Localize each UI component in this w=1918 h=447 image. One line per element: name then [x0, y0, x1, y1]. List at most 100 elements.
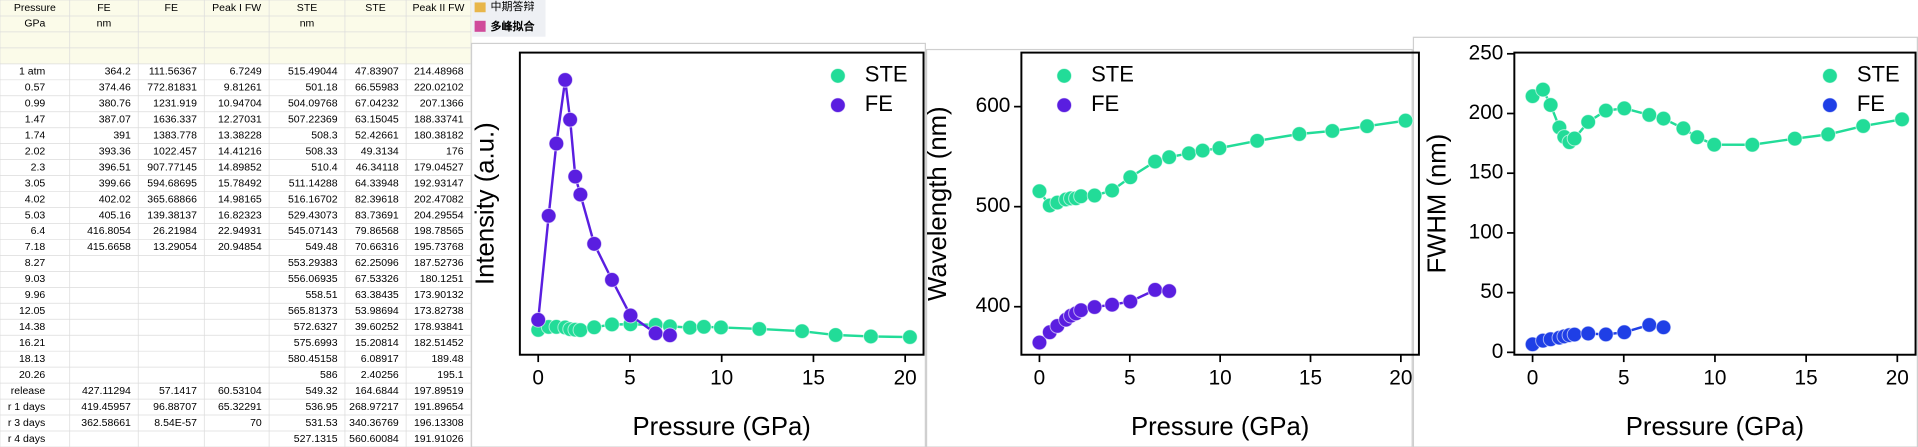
data-cell: 176: [446, 145, 464, 157]
data-cell: 60.53104: [218, 385, 262, 397]
data-cell: 772.81831: [147, 82, 197, 94]
data-cell: 195.1: [437, 369, 463, 381]
data-cell: 22.94931: [218, 225, 262, 237]
marker: [863, 328, 879, 345]
data-cell: 387.07: [99, 114, 131, 126]
data-cell: r 1 days: [8, 401, 45, 413]
marker: [1616, 324, 1633, 341]
data-cell: 15.78492: [218, 177, 262, 189]
y-axis-label: Intensity (a.u.): [472, 122, 500, 285]
marker: [1580, 114, 1597, 130]
marker: [572, 186, 589, 203]
marker: [572, 322, 589, 338]
marker: [1542, 97, 1559, 113]
data-cell: 16.82323: [218, 209, 262, 221]
menu-item[interactable]: 多峰拟合: [491, 19, 536, 33]
x-tick-label: 15: [802, 367, 825, 390]
marker: [1324, 123, 1341, 139]
header-cell: GPa: [24, 18, 45, 30]
data-cell: 365.68866: [147, 193, 197, 205]
marker: [1194, 142, 1211, 159]
x-tick-label: 5: [1618, 367, 1630, 390]
data-cell: 393.36: [99, 145, 131, 157]
legend-marker: [1056, 68, 1073, 84]
data-cell: 510.4: [311, 161, 337, 173]
marker: [1397, 112, 1414, 129]
marker: [1598, 326, 1614, 343]
data-cell: 14.98165: [218, 193, 262, 205]
data-cell: 65.32291: [218, 401, 262, 413]
marker: [1359, 118, 1375, 135]
y-tick-label: 250: [1469, 41, 1504, 64]
data-cell: 191.89654: [414, 401, 464, 413]
data-cell: 572.6327: [294, 321, 338, 333]
marker: [540, 207, 557, 224]
legend-marker: [830, 97, 846, 114]
chart: 0 5 10 15 20 400 500 600 Pressure (GPa) Wavelengt…: [924, 51, 1420, 441]
marker: [1073, 302, 1089, 319]
marker: [557, 72, 574, 88]
graph-window: [470, 42, 926, 447]
data-cell: r 4 days: [8, 433, 45, 445]
data-cell: 9.96: [25, 289, 46, 301]
y-tick-label: 400: [976, 294, 1011, 317]
data-cell: 419.45957: [81, 401, 131, 413]
data-cell: 9.03: [25, 273, 46, 285]
marker: [1104, 182, 1120, 199]
data-cell: 515.49044: [288, 66, 338, 78]
data-cell: 67.04232: [355, 98, 399, 110]
marker: [548, 135, 565, 152]
data-cell: 173.82738: [414, 305, 464, 317]
data-cell: 207.1366: [420, 98, 464, 110]
data-cell: 5.03: [25, 209, 46, 221]
x-tick-label: 0: [532, 367, 544, 390]
data-cell: 268.97217: [349, 401, 399, 413]
data-cell: 52.42661: [355, 129, 399, 141]
marker: [1580, 325, 1597, 342]
marker: [1211, 140, 1228, 156]
data-cell: 49.3134: [361, 145, 399, 157]
data-cell: 545.07143: [288, 225, 338, 237]
data-cell: 83.73691: [355, 209, 399, 221]
marker: [1566, 326, 1583, 343]
marker: [1855, 118, 1872, 134]
marker: [586, 319, 603, 336]
data-cell: 549.48: [305, 241, 337, 253]
marker: [1073, 188, 1089, 205]
data-cell: 198.78565: [414, 225, 464, 237]
y-tick-label: 500: [976, 194, 1011, 217]
folder-icon: [474, 2, 486, 13]
x-axis-label: Pressure (GPa): [633, 413, 811, 441]
data-cell: 507.22369: [288, 114, 338, 126]
marker: [647, 325, 664, 342]
data-cell: 427.11294: [82, 385, 131, 397]
data-cell: release: [11, 385, 46, 397]
data-cell: r 3 days: [8, 417, 45, 429]
data-cell: 111.56367: [149, 66, 197, 78]
data-cell: 195.73768: [414, 241, 464, 253]
y-tick-label: 0: [1492, 340, 1504, 363]
menu-item[interactable]: 中期答辩: [491, 0, 535, 13]
data-cell: 192.93147: [414, 177, 464, 189]
marker: [1655, 110, 1672, 127]
marker: [1122, 293, 1139, 310]
legend-marker: [1822, 68, 1838, 84]
data-cell: 202.47082: [414, 193, 464, 205]
data-cell: 82.39618: [355, 193, 399, 205]
data-cell: 405.16: [99, 209, 131, 221]
marker: [827, 327, 844, 343]
marker: [1147, 282, 1163, 298]
header-cell: STE: [297, 2, 317, 14]
fit-icon: [474, 20, 486, 32]
marker: [1566, 130, 1583, 147]
legend-label: FE: [1857, 91, 1885, 116]
x-tick-label: 20: [1886, 367, 1909, 390]
data-cell: 187.52736: [414, 257, 464, 269]
marker: [1249, 132, 1266, 149]
marker: [567, 168, 584, 185]
data-cell: 556.06935: [288, 273, 338, 285]
legend-label: STE: [1091, 62, 1134, 87]
marker: [1641, 107, 1658, 123]
data-cell: 26.21984: [153, 225, 197, 237]
marker: [1820, 126, 1837, 143]
